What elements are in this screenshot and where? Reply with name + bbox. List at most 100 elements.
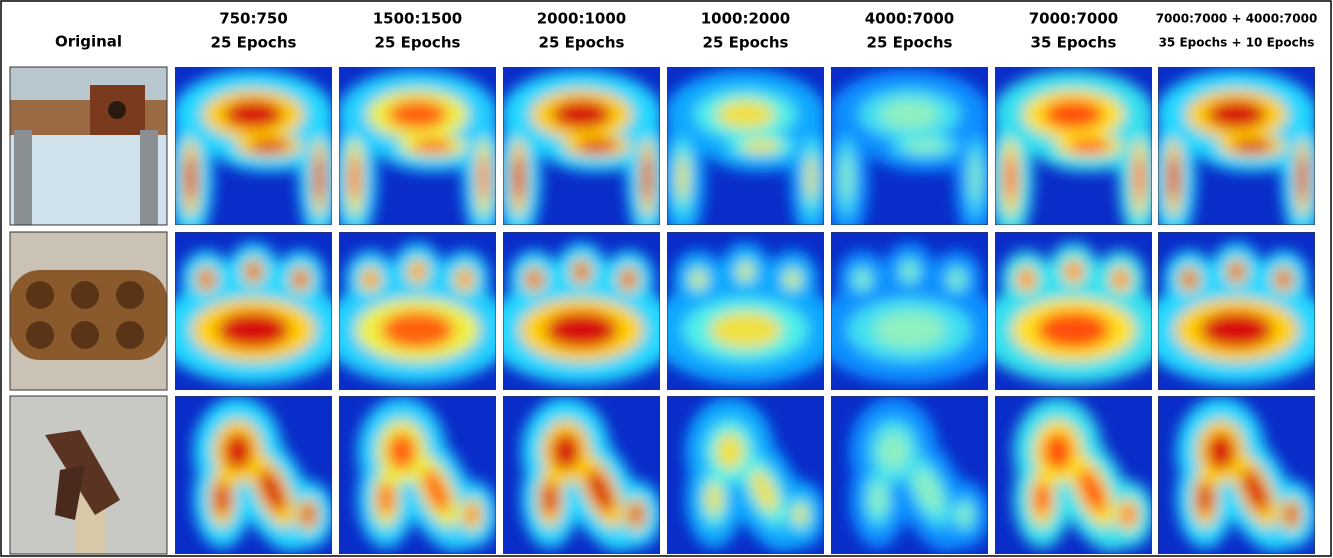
heat-blob <box>1034 482 1050 515</box>
heatmap <box>649 232 842 390</box>
heat-blob <box>971 154 980 200</box>
heat-blob <box>466 505 479 525</box>
heat-blob <box>841 154 852 200</box>
heat-blob <box>249 139 289 152</box>
heat-blob <box>1230 264 1243 280</box>
heat-blob <box>643 154 652 200</box>
heat-blob <box>1043 433 1072 470</box>
heat-blob <box>716 100 775 129</box>
heat-blob <box>1207 100 1266 129</box>
heat-blob <box>870 482 886 515</box>
heat-blob <box>577 139 617 152</box>
heat-blob <box>294 271 307 287</box>
column-title: 7000:7000 + 4000:7000 <box>1156 12 1318 26</box>
heat-blob <box>786 271 799 287</box>
heat-blob <box>1183 271 1196 287</box>
column-title: 2000:1000 <box>537 10 627 28</box>
heat-blob <box>545 311 618 348</box>
heat-blob <box>1206 433 1235 470</box>
heat-blob <box>217 311 290 348</box>
heat-blob <box>315 154 324 200</box>
column-title: 1500:1500 <box>373 10 463 28</box>
heat-blob <box>706 482 722 515</box>
heatmap <box>1158 396 1317 558</box>
column-title: 750:750 <box>219 10 288 28</box>
heatmap <box>332 67 504 243</box>
heat-blob <box>214 482 230 515</box>
heat-blob <box>879 433 908 470</box>
heat-blob <box>552 100 611 129</box>
heatmap <box>485 232 678 390</box>
column-subtitle: 25 Epochs <box>539 34 625 52</box>
heat-blob <box>1020 271 1033 287</box>
heatmap <box>824 67 996 243</box>
column-subtitle: 25 Epochs <box>867 34 953 52</box>
column-title: 4000:7000 <box>865 10 955 28</box>
heat-blob <box>622 271 635 287</box>
heat-blobs <box>649 243 842 385</box>
heat-blob <box>1067 264 1080 280</box>
heat-blob <box>458 271 471 287</box>
heat-blob <box>302 505 315 525</box>
column-subtitle: 25 Epochs <box>211 34 297 52</box>
heat-blobs <box>1140 243 1333 385</box>
heat-blobs <box>813 243 1006 385</box>
heat-blobs <box>977 243 1170 385</box>
heat-blob <box>223 433 252 470</box>
heatmap <box>168 67 340 243</box>
heat-blob <box>200 271 213 287</box>
column-subtitle: 35 Epochs + 10 Epochs <box>1159 36 1315 50</box>
heatmaps <box>157 67 1333 558</box>
heat-blob <box>905 139 945 152</box>
column-subtitle: 25 Epochs <box>375 34 461 52</box>
heatmap <box>175 396 334 558</box>
photo-3 <box>10 396 167 554</box>
heatmap <box>339 396 498 558</box>
heat-blob <box>479 154 488 200</box>
heat-blob <box>1044 100 1103 129</box>
heat-blob <box>958 505 971 525</box>
column-title: 7000:7000 <box>1029 10 1119 28</box>
heat-blob <box>873 311 946 348</box>
heat-blob <box>387 433 416 470</box>
heatmap <box>995 396 1154 558</box>
heat-blob <box>542 482 558 515</box>
heatmap <box>1140 232 1333 390</box>
heat-blob <box>950 271 963 287</box>
heat-blob <box>856 271 869 287</box>
figure: Original750:75025 Epochs1500:150025 Epoc… <box>0 0 1333 558</box>
heat-blob <box>411 264 424 280</box>
heatmap <box>667 396 826 558</box>
heat-blob <box>1005 154 1016 200</box>
heat-blob <box>709 311 782 348</box>
heat-blob <box>388 100 447 129</box>
heatmap <box>321 232 514 390</box>
heat-blob <box>513 154 524 200</box>
heat-blob <box>692 271 705 287</box>
photo-1 <box>10 67 167 225</box>
heat-blob <box>1037 311 1110 348</box>
heat-blob <box>1277 271 1290 287</box>
heat-blob <box>903 264 916 280</box>
heat-blob <box>739 264 752 280</box>
heat-blob <box>630 505 643 525</box>
heatmap <box>977 232 1170 390</box>
heat-blob <box>185 154 196 200</box>
heat-blob <box>551 433 580 470</box>
heatmap <box>1151 67 1323 243</box>
heatmap <box>831 396 990 558</box>
heat-blob <box>880 100 939 129</box>
heatmap <box>813 232 1006 390</box>
heat-blob <box>247 264 260 280</box>
heat-blob <box>364 271 377 287</box>
heatmap <box>157 232 350 390</box>
heat-blob <box>807 154 816 200</box>
heat-blob <box>413 139 453 152</box>
heat-blob <box>715 433 744 470</box>
heat-blob <box>381 311 454 348</box>
heat-blob <box>741 139 781 152</box>
heat-blobs <box>321 243 514 385</box>
heat-blob <box>1114 271 1127 287</box>
heat-blob <box>575 264 588 280</box>
heat-blob <box>349 154 360 200</box>
